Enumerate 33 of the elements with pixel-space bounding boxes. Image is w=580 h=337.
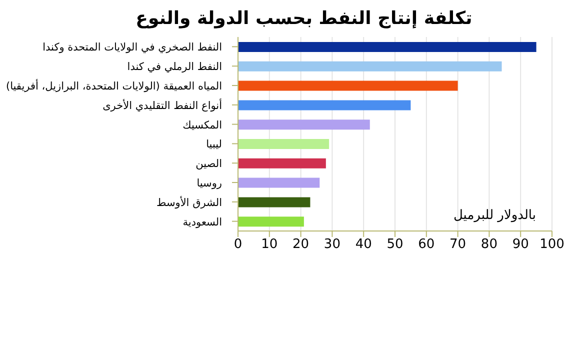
x-tick-label: 20: [292, 237, 310, 252]
y-tick-label: السعودية: [182, 216, 222, 228]
x-tick-label: 30: [324, 237, 340, 252]
chart-title: تكلفة إنتاج النفط بحسب الدولة والنوع: [134, 8, 474, 29]
bar: [238, 197, 310, 208]
x-tick-label: 0: [234, 237, 242, 252]
bar: [238, 178, 320, 188]
annotation: بالدولار للبرميل: [453, 208, 536, 223]
bar: [238, 139, 330, 149]
bar: [238, 80, 458, 91]
x-tick-label: 50: [386, 237, 404, 252]
bar: [238, 61, 502, 72]
x-tick-label: 10: [261, 237, 278, 252]
x-tick-label: 70: [450, 237, 466, 252]
y-tick-label: المكسيك: [182, 119, 222, 132]
y-tick-label: الشرق الأوسط: [156, 194, 222, 209]
y-tick-label: المياه العميقة (الولايات المتحدة، البرازيل، أفريقيا): [6, 78, 222, 92]
y-tick-label: أنواع النفط التقليدي الأخرى: [102, 98, 222, 112]
bar: [238, 120, 370, 130]
x-tick-label: 100: [540, 237, 564, 252]
y-tick-label: النفط الصخري في الولايات المتحدة وكندا: [42, 42, 222, 54]
bar: [238, 216, 304, 227]
bar: [238, 100, 411, 110]
x-tick-label: 90: [512, 237, 529, 252]
y-tick-label: ليبيا: [206, 138, 222, 151]
y-tick-label: روسيا: [196, 178, 222, 190]
y-tick-label: النفط الرملي في كندا: [127, 61, 222, 74]
bar: [238, 158, 326, 168]
bar: [238, 42, 536, 52]
x-tick-label: 40: [355, 237, 372, 252]
y-tick-label: الصين: [196, 158, 222, 170]
x-tick-label: 80: [480, 237, 498, 252]
x-tick-label: 60: [418, 237, 435, 252]
